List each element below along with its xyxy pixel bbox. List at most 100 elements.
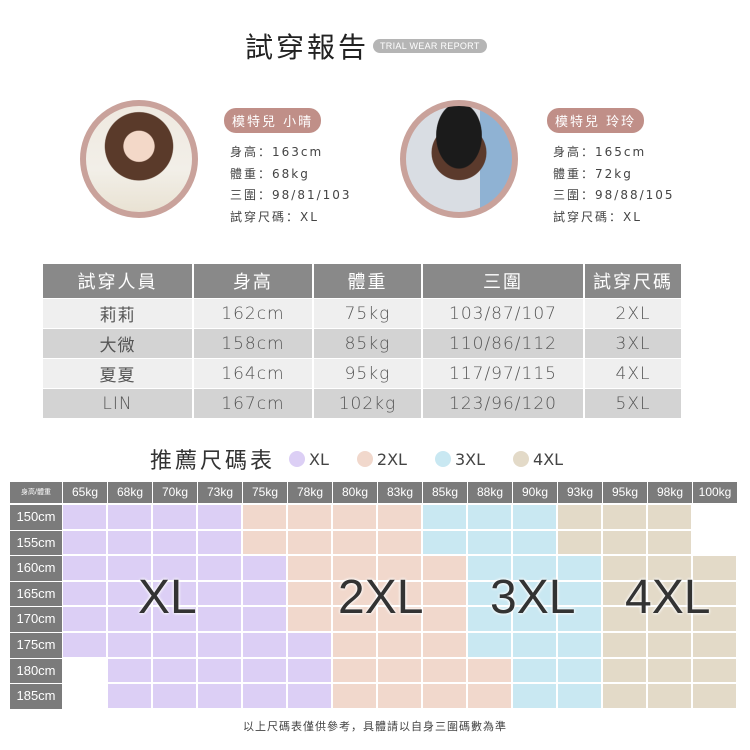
height-header: 155cm	[10, 530, 62, 556]
legend-dot-icon	[356, 451, 373, 467]
size-cell-xl	[288, 633, 331, 657]
size-cell-xl	[198, 633, 241, 657]
size-cell-2xl	[288, 607, 331, 631]
col-header: 體重	[313, 264, 421, 298]
model-height: 身高：165cm	[553, 145, 647, 159]
legend-label: 4XL	[533, 449, 564, 469]
size-cell-4xl	[693, 556, 736, 580]
size-cell-4xl	[603, 556, 646, 580]
size-cell-4xl	[558, 505, 601, 529]
size-cell-xl	[153, 505, 196, 529]
size-cell-2xl	[378, 505, 421, 529]
table-cell: 85kg	[313, 329, 421, 358]
size-cell-3xl	[558, 581, 601, 606]
legend-dot-icon	[513, 451, 530, 467]
size-cell-2xl	[333, 530, 376, 555]
size-cell-2xl	[423, 556, 466, 580]
size-cell-4xl	[648, 684, 691, 708]
model-name-tag: 模特兒 小晴	[224, 108, 322, 133]
zone-label: 2XL	[338, 571, 424, 624]
model-photo-1	[80, 100, 198, 218]
size-cell-2xl	[378, 556, 421, 580]
size-cell-2xl	[423, 633, 466, 657]
weight-header: 93kg	[558, 482, 602, 503]
size-cell-4xl	[648, 505, 691, 529]
size-cell-2xl	[288, 530, 331, 555]
table-cell: 莉莉	[43, 299, 192, 328]
size-cell-xl	[153, 658, 196, 683]
size-cell-xl	[198, 607, 241, 631]
size-cell-xl	[153, 633, 196, 657]
size-cell-xl	[198, 530, 241, 555]
size-cell-xl	[108, 505, 151, 529]
zone-label: 3XL	[490, 571, 576, 624]
table-cell: 2XL	[585, 299, 681, 328]
height-header: 150cm	[10, 505, 62, 530]
table-cell: 大微	[43, 329, 192, 358]
zone-label: XL	[138, 571, 197, 624]
size-cell-4xl	[648, 556, 691, 580]
size-cell-xl	[243, 633, 286, 657]
size-cell-xl	[108, 607, 151, 631]
size-cell-3xl	[468, 607, 511, 631]
size-cell-3xl	[513, 556, 556, 580]
weight-header: 95kg	[603, 482, 647, 503]
size-cell-xl	[153, 684, 196, 708]
legend-dot-icon	[289, 451, 306, 467]
size-cell-2xl	[333, 505, 376, 529]
size-cell-2xl	[378, 658, 421, 683]
size-cell-3xl	[468, 505, 511, 529]
size-cell-3xl	[513, 607, 556, 631]
size-cell-2xl	[423, 684, 466, 708]
size-cell-4xl	[603, 530, 646, 555]
weight-header: 70kg	[153, 482, 197, 503]
size-cell-xl	[198, 658, 241, 683]
table-row: 大微 158cm 85kg 110/86/112 3XL	[43, 329, 681, 358]
table-cell: 95kg	[313, 359, 421, 388]
size-cell-xl	[198, 684, 241, 708]
size-cell-2xl	[333, 658, 376, 683]
weight-header: 90kg	[513, 482, 557, 503]
zone-label: 4XL	[625, 571, 711, 624]
size-cell-xl	[63, 505, 106, 529]
size-cell-2xl	[243, 530, 286, 555]
legend-item: 3XL	[434, 449, 486, 469]
table-cell: 夏夏	[43, 359, 192, 388]
size-cell-2xl	[333, 581, 376, 606]
weight-header: 100kg	[693, 482, 737, 503]
table-row: LIN 167cm 102kg 123/96/120 5XL	[43, 389, 681, 418]
model-photo-2	[400, 100, 518, 218]
table-cell: 117/97/115	[423, 359, 583, 388]
size-cell-4xl	[693, 581, 736, 606]
legend-label: 3XL	[454, 449, 486, 469]
size-cell-2xl	[378, 607, 421, 631]
size-cell-4xl	[603, 581, 646, 606]
weight-header: 85kg	[423, 482, 467, 503]
table-cell: 102kg	[313, 389, 421, 418]
size-cell-3xl	[468, 530, 511, 555]
model-info-2: 身高：165cm 體重：72kg 三圍：98/88/105 試穿尺碼：XL	[553, 142, 675, 228]
legend-item: XL	[289, 450, 329, 469]
size-cell-3xl	[513, 684, 556, 708]
page-title: 試穿報告	[245, 31, 370, 64]
model-height: 身高：163cm	[230, 145, 324, 159]
size-cell-xl	[243, 581, 286, 606]
size-cell-4xl	[648, 607, 691, 631]
size-cell-2xl	[378, 581, 421, 606]
size-cell-xl	[198, 556, 241, 580]
size-cell-4xl	[693, 633, 736, 657]
size-cell-3xl	[513, 530, 556, 555]
weight-header: 83kg	[378, 482, 422, 503]
model-measurements: 三圍：98/88/105	[553, 188, 675, 202]
size-cell-xl	[243, 556, 286, 580]
size-cell-4xl	[603, 633, 646, 657]
size-cell-3xl	[558, 607, 601, 631]
title-badge: TRIAL WEAR REPORT	[373, 39, 487, 53]
size-cell-2xl	[378, 633, 421, 657]
weight-header: 68kg	[108, 482, 152, 503]
model-size: 試穿尺碼：XL	[230, 209, 319, 224]
table-row: 莉莉 162cm 75kg 103/87/107 2XL	[43, 299, 681, 328]
size-cell-xl	[108, 581, 151, 606]
weight-header: 73kg	[198, 482, 242, 503]
weight-header: 88kg	[468, 482, 512, 503]
